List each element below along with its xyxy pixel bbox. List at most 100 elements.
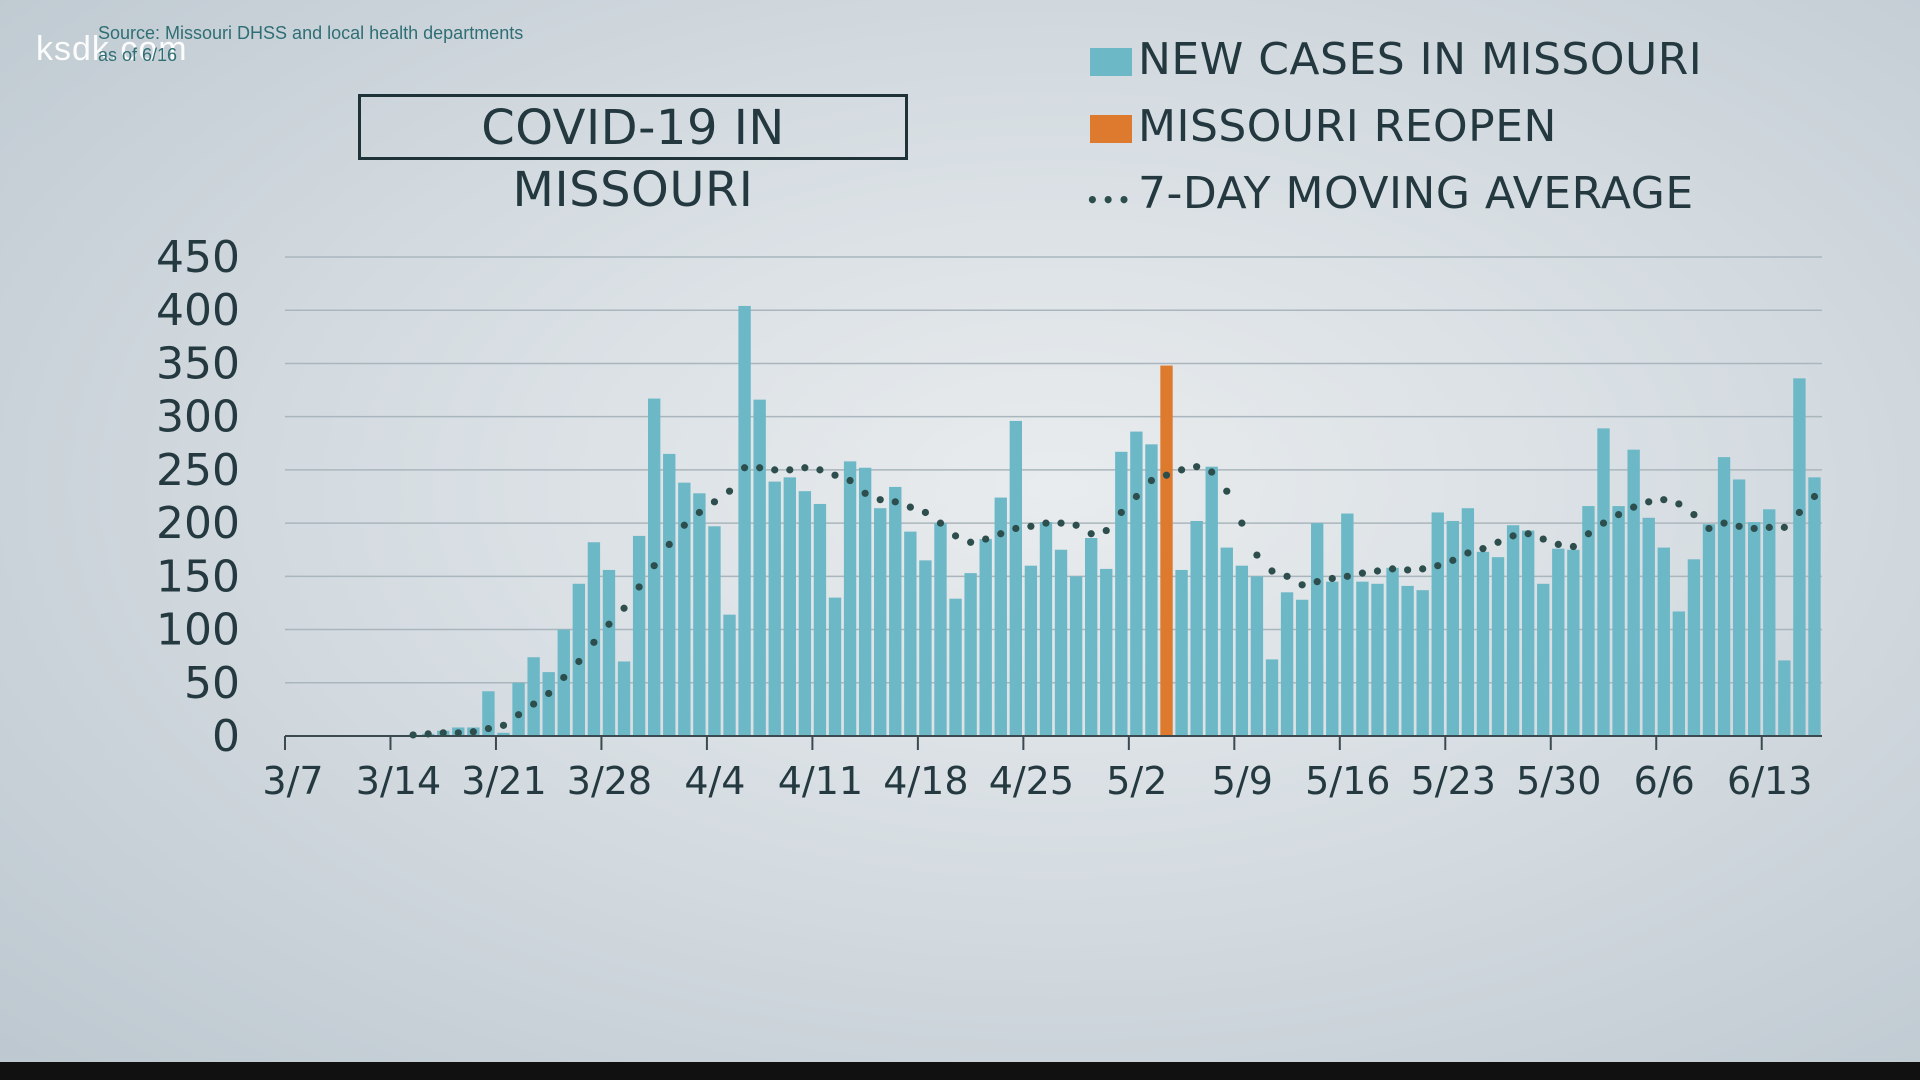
source-note: Source: Missouri DHSS and local health d… bbox=[98, 22, 523, 66]
case-bar bbox=[1491, 557, 1505, 736]
case-bar bbox=[632, 535, 646, 736]
moving-average-point bbox=[1675, 500, 1683, 508]
moving-average-point bbox=[1177, 466, 1186, 474]
legend-label-new-cases: NEW CASES IN MISSOURI bbox=[1138, 34, 1703, 85]
moving-average-point bbox=[1449, 556, 1457, 564]
moving-average-point bbox=[967, 538, 975, 546]
moving-average-point bbox=[1720, 519, 1728, 527]
moving-average-point bbox=[801, 464, 809, 472]
case-bar bbox=[602, 569, 616, 736]
moving-average-point bbox=[454, 729, 462, 737]
case-bar bbox=[738, 305, 751, 736]
reopen-bar bbox=[1160, 365, 1173, 736]
moving-average-point bbox=[1193, 463, 1201, 471]
ksdk-logo: ksdk.com bbox=[36, 30, 188, 68]
moving-average-point bbox=[1614, 510, 1623, 519]
case-bar bbox=[1371, 583, 1384, 736]
y-tick-label: 150 bbox=[156, 551, 240, 602]
case-bar bbox=[1054, 549, 1068, 736]
case-bar bbox=[1039, 522, 1053, 736]
case-bar bbox=[1521, 530, 1535, 736]
case-bar bbox=[1341, 513, 1354, 736]
case-bar bbox=[1597, 428, 1610, 736]
moving-average-point bbox=[1087, 530, 1095, 538]
case-bar bbox=[1280, 592, 1294, 736]
case-bar bbox=[1582, 506, 1595, 736]
case-bar bbox=[994, 497, 1007, 736]
moving-average-point bbox=[560, 673, 568, 682]
moving-average-point bbox=[1132, 492, 1140, 501]
moving-average-point bbox=[545, 689, 553, 698]
case-bar bbox=[1687, 559, 1701, 736]
moving-average-point bbox=[1298, 581, 1306, 589]
moving-average-point bbox=[1042, 519, 1050, 527]
case-bar bbox=[1326, 581, 1339, 736]
moving-average-point bbox=[816, 466, 824, 474]
new-cases-swatch bbox=[1090, 48, 1132, 76]
x-tick-label: 5/23 bbox=[1411, 759, 1496, 803]
case-bar bbox=[828, 597, 842, 736]
moving-average-point bbox=[1419, 565, 1427, 573]
moving-average-point bbox=[786, 466, 794, 474]
moving-average-point bbox=[1358, 569, 1367, 577]
case-bar bbox=[904, 531, 917, 736]
moving-average-point bbox=[725, 487, 734, 495]
moving-average-point bbox=[1313, 578, 1321, 586]
case-bar bbox=[1642, 517, 1655, 736]
y-tick-label: 100 bbox=[156, 605, 240, 656]
moving-average-point bbox=[1554, 540, 1562, 549]
case-bar bbox=[1672, 611, 1686, 736]
y-tick-label: 0 bbox=[212, 711, 240, 762]
moving-average-point bbox=[891, 498, 899, 506]
case-bar bbox=[1115, 451, 1128, 736]
moving-average-point bbox=[921, 508, 930, 517]
moving-average-point bbox=[1479, 545, 1487, 553]
x-tick-label: 4/25 bbox=[989, 759, 1074, 803]
case-bar bbox=[1717, 457, 1731, 736]
moving-average-point bbox=[1162, 471, 1171, 479]
moving-average-point bbox=[514, 711, 523, 719]
case-bar bbox=[964, 573, 977, 736]
moving-average-point bbox=[1027, 522, 1035, 530]
moving-average-point bbox=[605, 620, 613, 628]
case-bar bbox=[1552, 548, 1565, 736]
moving-average-point bbox=[1223, 487, 1231, 495]
case-bar bbox=[1250, 576, 1264, 736]
moving-average-point bbox=[635, 583, 643, 591]
case-bar bbox=[1311, 523, 1324, 736]
case-bar bbox=[1386, 567, 1399, 736]
case-bar bbox=[1130, 431, 1143, 736]
moving-average-point bbox=[1328, 574, 1336, 583]
moving-average-point bbox=[530, 700, 538, 708]
case-bar bbox=[1657, 547, 1670, 736]
case-bar bbox=[934, 523, 947, 736]
moving-average-point bbox=[590, 638, 598, 646]
moving-average-point bbox=[1735, 522, 1743, 530]
case-bar bbox=[783, 477, 796, 736]
y-tick-label: 400 bbox=[156, 285, 240, 336]
moving-average-point bbox=[1584, 530, 1593, 538]
x-tick-label: 4/4 bbox=[684, 759, 745, 803]
moving-average-point bbox=[1780, 523, 1788, 531]
case-bar bbox=[693, 493, 706, 736]
moving-average-point bbox=[1283, 572, 1291, 580]
case-bar bbox=[1175, 569, 1188, 736]
case-bar bbox=[1416, 590, 1429, 736]
moving-average-point bbox=[1524, 530, 1532, 538]
moving-average-point bbox=[997, 530, 1005, 538]
moving-average-point bbox=[1690, 510, 1698, 519]
moving-average-point bbox=[1630, 503, 1638, 511]
moving-average-point bbox=[951, 532, 960, 540]
moving-average-point bbox=[831, 471, 839, 479]
x-tick-label: 6/6 bbox=[1634, 759, 1695, 803]
moving-average-point bbox=[1343, 572, 1351, 580]
moving-average-point bbox=[936, 519, 945, 527]
case-bar bbox=[1084, 538, 1098, 736]
moving-average-point bbox=[1810, 492, 1819, 501]
moving-average-point bbox=[876, 496, 884, 504]
case-bar bbox=[858, 467, 872, 736]
case-bar bbox=[1808, 477, 1821, 736]
case-bar bbox=[1431, 512, 1444, 736]
case-bar bbox=[1220, 547, 1233, 736]
